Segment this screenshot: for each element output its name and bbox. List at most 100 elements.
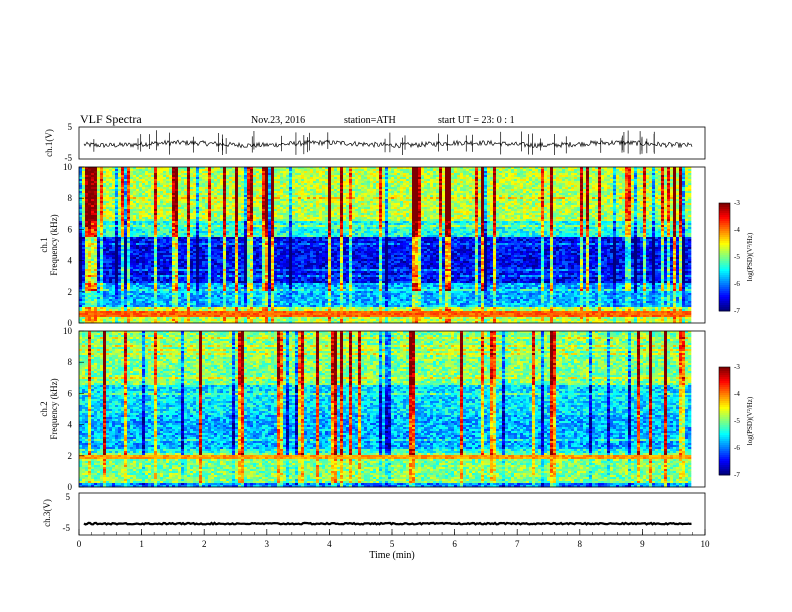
spectrogram-cell [667,211,670,213]
spectrogram-cell [670,205,673,207]
spectrogram-cell [505,185,508,187]
spectrogram-cell [688,197,691,199]
spectrogram-cell [244,183,247,185]
spectrogram-cell [442,181,445,183]
spectrogram-cell [301,189,304,191]
spectrogram-cell [268,207,271,209]
spectrogram-cell [235,209,238,211]
spectrogram-cell [157,193,160,195]
spectrogram-cell [388,173,391,175]
spectrogram-cell [343,199,346,201]
spectrogram-cell [517,173,520,175]
spectrogram-cell [508,179,511,181]
spectrogram-cell [301,193,304,195]
spectrogram-cell [478,209,481,211]
spectrogram-cell [676,179,679,181]
spectrogram-cell [583,169,586,171]
spectrogram-cell [223,211,226,213]
spectrogram-cell [469,187,472,189]
spectrogram-cell [322,193,325,195]
spectrogram-cell [85,177,88,179]
spectrogram-cell [190,199,193,201]
spectrogram-cell [310,197,313,199]
spectrogram-cell [226,211,229,213]
spectrogram-cell [637,207,640,209]
spectrogram-cell [142,191,145,193]
spectrogram-cell [463,169,466,171]
spectrogram-cell [337,201,340,203]
spectrogram-cell [499,175,502,177]
spectrogram-cell [391,177,394,179]
spectrogram-cell [361,187,364,189]
spectrogram-cell [91,177,94,179]
spectrogram-cell [475,203,478,205]
spectrogram-cell [148,171,151,173]
spectrogram-cell [574,179,577,181]
spectrogram-cell [160,169,163,171]
spectrogram-cell [316,207,319,209]
spectrogram-cell [610,207,613,209]
spectrogram-cell [619,209,622,211]
spectrogram-cell [304,189,307,191]
spectrogram-cell [295,211,298,213]
spectrogram-cell [523,203,526,205]
spectrogram-cell [250,195,253,197]
spectrogram-cell [553,185,556,187]
spectrogram-cell [85,213,88,215]
spectrogram-cell [97,193,100,195]
spectrogram-cell [511,175,514,177]
spectrogram-cell [517,207,520,209]
spectrogram-cell [271,175,274,177]
spectrogram-cell [457,213,460,215]
spectrogram-cell [445,177,448,179]
spectrogram-cell [187,209,190,211]
spectrogram-cell [394,169,397,171]
spectrogram-cell [529,185,532,187]
spectrogram-cell [193,175,196,177]
spectrogram-cell [220,195,223,197]
spectrogram-cell [88,201,91,203]
spectrogram-cell [223,177,226,179]
spectrogram-cell [637,203,640,205]
spectrogram-cell [430,205,433,207]
spectrogram-cell [385,183,388,185]
spectrogram-cell [349,183,352,185]
spectrogram-cell [118,177,121,179]
spectrogram-cell [376,185,379,187]
spectrogram-cell [127,183,130,185]
spectrogram-cell [451,169,454,171]
spectrogram-cell [532,175,535,177]
spectrogram-cell [502,183,505,185]
spectrogram-cell [346,175,349,177]
spectrogram-cell [364,171,367,173]
spectrogram-cell [550,203,553,205]
spectrogram-cell [406,207,409,209]
spectrogram-cell [469,199,472,201]
spectrogram-cell [130,171,133,173]
spectrogram-cell [442,189,445,191]
spectrogram-cell [91,197,94,199]
spectrogram-cell [373,201,376,203]
spectrogram-cell [100,211,103,213]
spectrogram-cell [628,187,631,189]
spectrogram-cell [547,209,550,211]
spectrogram-cell [466,203,469,205]
spectrogram-cell [277,177,280,179]
spectrogram-cell [91,171,94,173]
spectrogram-cell [154,187,157,189]
spectrogram-cell [322,173,325,175]
spectrogram-cell [166,197,169,199]
spectrogram-cell [244,191,247,193]
spectrogram-cell [664,211,667,213]
spectrogram-cell [151,197,154,199]
spectrogram-cell [649,203,652,205]
spectrogram-cell [151,207,154,209]
spectrogram-cell [235,169,238,171]
spectrogram-cell [481,179,484,181]
spectrogram-cell [520,187,523,189]
spectrogram-cell [472,175,475,177]
spectrogram-cell [367,211,370,213]
spectrogram-cell [259,195,262,197]
spectrogram-cell [394,177,397,179]
spectrogram-cell [172,177,175,179]
